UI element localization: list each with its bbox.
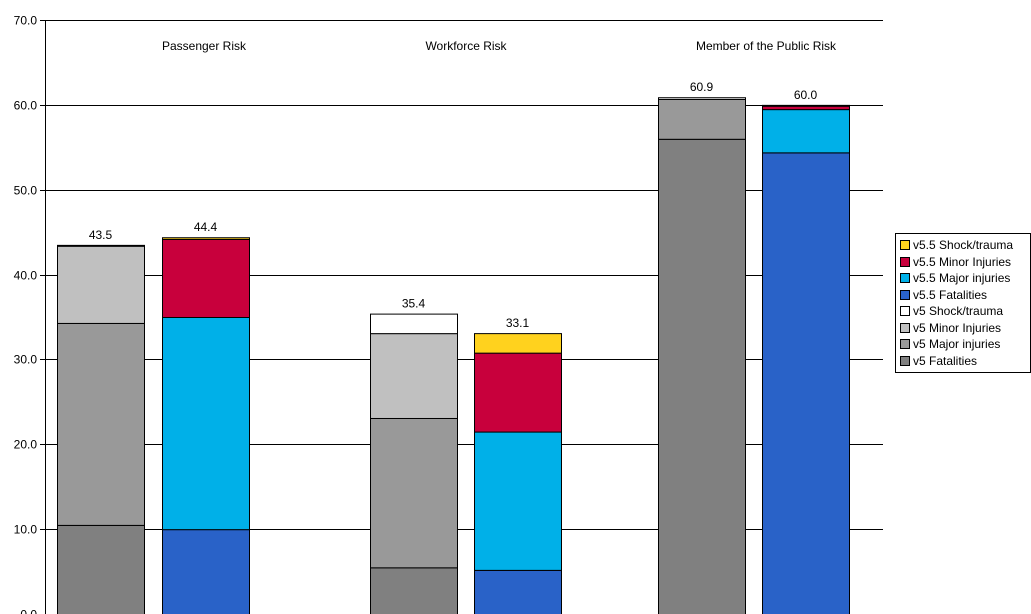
y-tick-label: 40.0 — [14, 269, 38, 283]
legend-swatch — [900, 289, 910, 300]
legend-item: v5 Minor Injuries — [900, 320, 1030, 337]
y-tick-label: 20.0 — [14, 438, 38, 452]
bar-segment — [370, 417, 458, 569]
legend-label: v5 Shock/trauma — [913, 304, 1004, 319]
legend-item: v5 Shock/trauma — [900, 303, 1030, 320]
bar-segment — [162, 529, 250, 614]
legend-item: v5.5 Shock/trauma — [900, 237, 1030, 254]
bar-segment — [658, 97, 746, 100]
bar-segment — [162, 317, 250, 531]
bar-total-label: 60.9 — [690, 80, 714, 94]
bar-segment — [162, 237, 250, 240]
legend-label: v5.5 Minor Injuries — [913, 254, 1012, 269]
bar-segment — [57, 244, 145, 247]
group-label: Passenger Risk — [162, 39, 247, 53]
y-tick-label: 50.0 — [14, 184, 38, 198]
legend-label: v5.5 Shock/trauma — [913, 238, 1014, 253]
labels: Passenger Risk 43.5 44.4 Workforce Risk 35.4… — [89, 39, 837, 330]
bar-segment — [370, 567, 458, 614]
bar-segment — [762, 104, 850, 107]
legend-swatch — [900, 355, 910, 366]
legend-label: v5 Minor Injuries — [913, 320, 1002, 335]
bar-segment — [370, 333, 458, 419]
bar-segment — [762, 105, 850, 111]
bar-segment — [658, 98, 746, 140]
bar-total-label: 43.5 — [89, 228, 113, 242]
legend-swatch — [900, 256, 910, 267]
legend-item: v5 Major injuries — [900, 336, 1030, 353]
bar-segment — [474, 569, 562, 614]
bar-segment — [57, 322, 145, 526]
legend-swatch — [900, 306, 910, 317]
bar-segment — [658, 138, 746, 614]
legend-swatch — [900, 240, 910, 251]
bar-total-label: 35.4 — [402, 297, 426, 311]
group-label: Member of the Public Risk — [696, 39, 837, 53]
legend-label: v5 Fatalities — [913, 353, 978, 368]
bars — [57, 97, 850, 614]
group-label: Workforce Risk — [425, 39, 507, 53]
y-tick-label: 0.0 — [20, 608, 37, 614]
legend-item: v5 Fatalities — [900, 353, 1030, 370]
legend-item: v5.5 Major injuries — [900, 270, 1030, 287]
bar-segment — [57, 245, 145, 324]
bar-segment — [57, 524, 145, 614]
bar-segment — [162, 238, 250, 318]
legend-label: v5.5 Fatalities — [913, 287, 988, 302]
legend-swatch — [900, 273, 910, 284]
y-axis: 0.0 10.0 20.0 30.0 40.0 50.0 60.0 70.0 — [14, 14, 46, 614]
y-tick-label: 30.0 — [14, 353, 38, 367]
legend-swatch — [900, 339, 910, 350]
y-tick-label: 10.0 — [14, 523, 38, 537]
bar-total-label: 44.4 — [194, 220, 218, 234]
legend-item: v5.5 Minor Injuries — [900, 254, 1030, 271]
bar-segment — [762, 152, 850, 614]
bar-total-label: 60.0 — [794, 88, 818, 102]
y-tick-label: 60.0 — [14, 99, 38, 113]
legend: v5.5 Shock/trauma v5.5 Minor Injuries v5.5… — [895, 233, 1031, 373]
y-tick-label: 70.0 — [14, 14, 38, 28]
legend-label: v5.5 Major injuries — [913, 271, 1011, 286]
bar-segment — [370, 313, 458, 335]
bar-segment — [762, 109, 850, 154]
bar-segment — [474, 352, 562, 433]
legend-swatch — [900, 322, 910, 333]
bar-segment — [474, 333, 562, 354]
legend-label: v5 Major injuries — [913, 337, 1001, 352]
bar-total-label: 33.1 — [506, 316, 530, 330]
legend-item: v5.5 Fatalities — [900, 287, 1030, 304]
bar-segment — [474, 431, 562, 571]
